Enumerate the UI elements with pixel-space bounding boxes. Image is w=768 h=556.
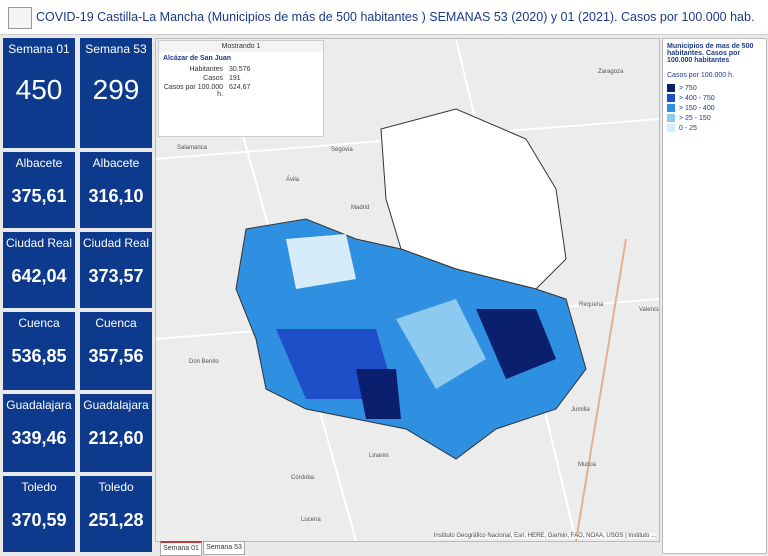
legend-item: 0 - 25 bbox=[663, 123, 766, 133]
place-label: Córdoba bbox=[291, 475, 315, 481]
legend-label: > 750 bbox=[679, 84, 697, 92]
stat-card: Cuenca 536,85 bbox=[3, 312, 75, 390]
legend-label: > 25 - 150 bbox=[679, 114, 711, 122]
field-value: 30.576 bbox=[229, 66, 251, 73]
field-value: 191 bbox=[229, 75, 241, 82]
card-value: 251,28 bbox=[88, 510, 144, 530]
legend-item: > 150 - 400 bbox=[663, 103, 766, 113]
popup-row: Casos 191 bbox=[159, 74, 323, 83]
card-value: 339,46 bbox=[11, 428, 67, 448]
place-label: Murcia bbox=[578, 462, 597, 468]
stat-card: Ciudad Real 373,57 bbox=[80, 232, 152, 308]
stat-card: Semana 01 450 bbox=[3, 38, 75, 148]
card-label: Semana 01 bbox=[8, 42, 70, 56]
stat-card: Toledo 251,28 bbox=[80, 476, 152, 552]
place-label: Requena bbox=[579, 302, 604, 308]
stat-card: Guadalajara 339,46 bbox=[3, 394, 75, 472]
legend-subtitle: Casos por 100.000 h. bbox=[667, 72, 734, 79]
card-value: 375,61 bbox=[11, 186, 67, 206]
legend: Municipios de mas de 500 habitantes. Cas… bbox=[662, 38, 767, 554]
card-label: Cuenca bbox=[95, 316, 137, 330]
card-label: Albacete bbox=[15, 156, 63, 170]
legend-label: > 150 - 400 bbox=[679, 104, 715, 112]
legend-item: > 400 - 750 bbox=[663, 93, 766, 103]
stat-card: Guadalajara 212,60 bbox=[80, 394, 152, 472]
header: COVID-19 Castilla-La Mancha (Municipios … bbox=[0, 0, 768, 35]
card-label: Ciudad Real bbox=[82, 236, 150, 250]
legend-swatch bbox=[667, 104, 675, 112]
legend-swatch bbox=[667, 114, 675, 122]
card-value: 370,59 bbox=[11, 510, 67, 530]
place-label: Valencia bbox=[639, 307, 659, 313]
field-value: 624,67 bbox=[229, 84, 251, 91]
legend-label: > 400 - 750 bbox=[679, 94, 715, 102]
place-label: Madrid bbox=[351, 205, 369, 211]
card-value: 373,57 bbox=[88, 266, 144, 286]
logo bbox=[8, 7, 32, 29]
place-label: Zaragoza bbox=[598, 69, 624, 75]
map-svg: Zaragoza Salamanca Segovia Ávila Madrid Valen… bbox=[155, 38, 662, 542]
place-label: Don Benito bbox=[189, 359, 219, 365]
stat-card: Semana 53 299 bbox=[80, 38, 152, 148]
place-label: Segovia bbox=[331, 147, 353, 153]
card-value: 357,56 bbox=[88, 346, 144, 366]
place-label: Lucena bbox=[301, 517, 321, 523]
legend-title: Municipios de mas de 500 habitantes. Cas… bbox=[667, 43, 754, 64]
card-value: 642,04 bbox=[11, 266, 67, 286]
map[interactable]: Zaragoza Salamanca Segovia Ávila Madrid Valen… bbox=[155, 38, 662, 542]
attribution: Instituto Geográfico Nacional, Esri, HER… bbox=[433, 533, 656, 539]
legend-swatch bbox=[667, 124, 675, 132]
popup-title: Alcázar de San Juan bbox=[163, 55, 232, 62]
region bbox=[286, 234, 356, 289]
legend-swatch bbox=[667, 84, 675, 92]
stat-card: Albacete 375,61 bbox=[3, 152, 75, 228]
region bbox=[380, 108, 567, 290]
stat-card: Toledo 370,59 bbox=[3, 476, 75, 552]
popup-fields: Habitantes 30.576 Casos 191 Casos por 100.00… bbox=[159, 65, 323, 99]
field-label: Habitantes bbox=[189, 66, 223, 73]
tab[interactable]: Semana 01 bbox=[160, 541, 202, 556]
card-label: Ciudad Real bbox=[5, 236, 73, 250]
card-label: Toledo bbox=[21, 480, 57, 494]
stat-card: Cuenca 357,56 bbox=[80, 312, 152, 390]
card-value: 299 bbox=[92, 74, 140, 105]
coast bbox=[575, 238, 627, 542]
place-label: Salamanca bbox=[177, 145, 208, 151]
legend-items: > 750 > 400 - 750 > 150 - 400 > 25 - 150 0 -… bbox=[663, 83, 766, 133]
legend-item: > 750 bbox=[663, 83, 766, 93]
card-value: 536,85 bbox=[11, 346, 67, 366]
card-value: 450 bbox=[15, 74, 63, 105]
popup-row: Habitantes 30.576 bbox=[159, 65, 323, 74]
card-label: Semana 53 bbox=[85, 42, 147, 56]
legend-item: > 25 - 150 bbox=[663, 113, 766, 123]
card-value: 212,60 bbox=[88, 428, 144, 448]
place-label: Ávila bbox=[286, 176, 300, 183]
popup-row: Casos por 100.000 h. 624,67 bbox=[159, 83, 323, 99]
field-label: Casos bbox=[203, 75, 223, 82]
tab[interactable]: Semana 53 bbox=[203, 541, 245, 555]
region bbox=[356, 369, 401, 419]
legend-swatch bbox=[667, 94, 675, 102]
legend-label: 0 - 25 bbox=[679, 124, 697, 132]
stat-card: Ciudad Real 642,04 bbox=[3, 232, 75, 308]
card-value: 316,10 bbox=[88, 186, 144, 206]
region bbox=[476, 309, 556, 379]
card-label: Toledo bbox=[98, 480, 134, 494]
field-label: Casos por 100.000 h. bbox=[163, 84, 223, 98]
card-label: Cuenca bbox=[18, 316, 60, 330]
place-label: Jumilla bbox=[571, 407, 590, 413]
stat-card: Albacete 316,10 bbox=[80, 152, 152, 228]
popup-header: Mostrando 1 bbox=[159, 41, 323, 52]
title: COVID-19 Castilla-La Mancha (Municipios … bbox=[36, 10, 755, 24]
popup: Mostrando 1 Alcázar de San Juan Habitant… bbox=[158, 40, 324, 137]
card-label: Albacete bbox=[92, 156, 140, 170]
card-label: Guadalajara bbox=[83, 398, 149, 412]
region bbox=[396, 299, 486, 389]
card-label: Guadalajara bbox=[6, 398, 72, 412]
place-label: Linares bbox=[369, 453, 389, 459]
